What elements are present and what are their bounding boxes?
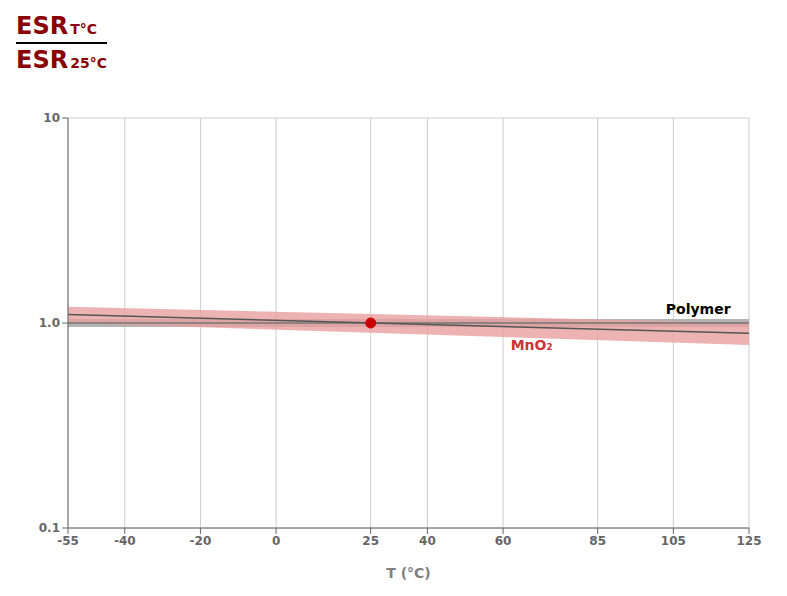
svg-text:0: 0 [272,534,280,548]
svg-text:105: 105 [661,534,686,548]
svg-text:-20: -20 [190,534,212,548]
html-text:ESR25°C: ESR25°C [16,46,107,74]
svg-text:-55: -55 [57,534,79,548]
svg-text:40: 40 [419,534,436,548]
svg-text:1.0: 1.0 [39,316,60,330]
html-text:ESRT°C: ESRT°C [16,12,97,40]
svg-text:0.1: 0.1 [39,521,60,535]
svg-text:MnO₂: MnO₂ [511,337,553,353]
svg-text:10: 10 [43,111,60,125]
svg-text:-40: -40 [114,534,136,548]
svg-text:125: 125 [736,534,761,548]
svg-text:85: 85 [589,534,606,548]
svg-text:T (°C): T (°C) [386,565,431,581]
svg-text:60: 60 [495,534,512,548]
svg-text:25: 25 [362,534,379,548]
svg-text:Polymer: Polymer [666,301,731,317]
